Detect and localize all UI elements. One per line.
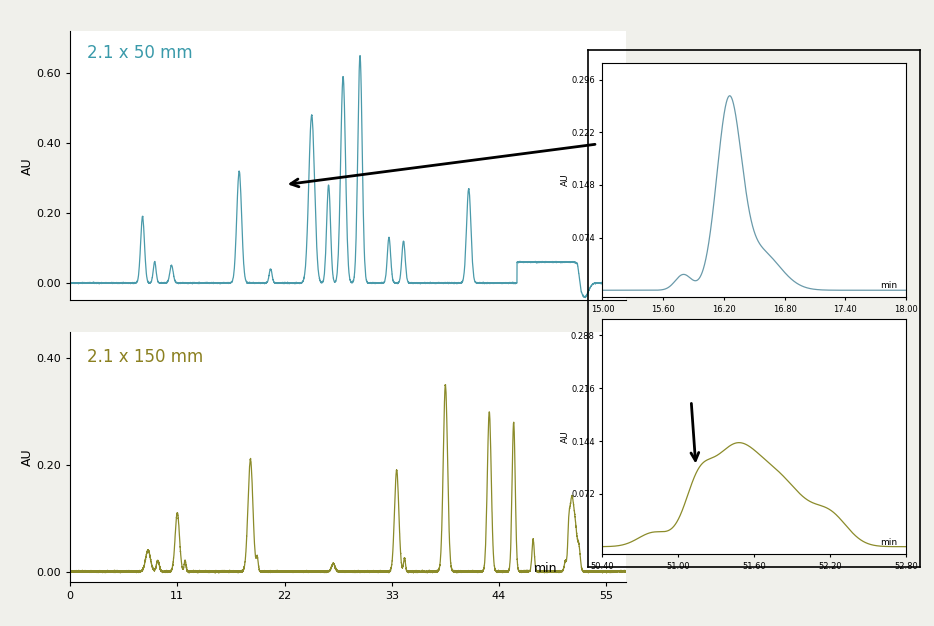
Y-axis label: AU: AU [560,430,570,443]
Y-axis label: AU: AU [21,448,34,466]
Text: min: min [880,281,897,290]
Text: 2.1 x 150 mm: 2.1 x 150 mm [87,348,203,366]
Text: min: min [880,538,897,546]
Text: min: min [534,562,558,575]
Y-axis label: AU: AU [21,157,34,175]
Y-axis label: AU: AU [560,173,570,187]
Text: 2.1 x 50 mm: 2.1 x 50 mm [87,44,192,62]
